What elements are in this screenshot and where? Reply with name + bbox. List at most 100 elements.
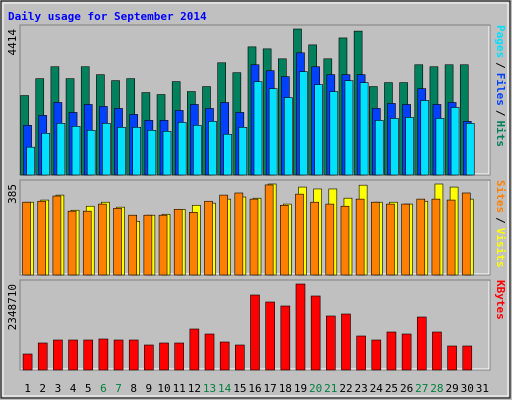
bar [325,203,335,276]
bar [374,120,384,176]
bar [462,345,473,371]
bar [234,192,244,276]
bar [299,71,308,176]
bar [238,127,248,176]
bar [265,301,275,371]
x-tick-label: 12 [188,382,201,395]
bar [356,335,366,371]
bar [359,82,369,176]
x-tick-label: 26 [400,382,413,395]
x-tick-label: 13 [203,382,216,395]
x-tick-label: 5 [85,382,92,395]
y-tick-label: 4414 [6,29,19,56]
bar [68,339,78,371]
legend-entry: Pages [494,25,507,58]
y-tick-label: 385 [6,184,19,204]
bar [310,201,319,276]
y-tick-label: 2348710 [6,284,19,330]
x-tick-label: 31 [476,382,489,395]
title: Daily usage for September 2014 [8,10,207,23]
bar [250,294,260,371]
bar [193,125,202,176]
bar [113,208,122,276]
bar [340,205,350,276]
bar [83,339,94,371]
bar [446,199,456,276]
bar [132,127,142,176]
bar [401,203,410,276]
bar [56,123,66,176]
bar [450,107,460,176]
bar [405,117,414,176]
legend-separator: / [494,62,507,69]
bar [22,201,31,276]
bar [189,212,198,276]
x-tick-label: 3 [55,382,62,395]
x-tick-label: 24 [370,382,384,395]
bar [344,80,354,176]
bar [420,100,430,176]
legend-entry: Hits [494,121,507,148]
bar [284,97,293,176]
bar [314,84,323,176]
bar [264,184,274,276]
x-tick-label: 19 [294,382,307,395]
bar [204,200,213,276]
bar [162,131,172,176]
bar [204,333,215,371]
x-tick-label: 11 [173,382,186,395]
legend-entry: Files [494,73,507,106]
legend-entry: Visits [494,228,507,268]
bar [326,315,336,371]
bar [431,198,441,276]
bar [461,192,471,276]
bar [37,200,47,276]
bar [208,121,217,176]
x-tick-label: 30 [461,382,474,395]
legend: Sites / Visits [494,180,507,268]
bar [52,195,62,276]
x-tick-label: 21 [324,382,337,395]
bar [390,118,399,176]
bar [386,331,397,371]
x-tick-label: 15 [233,382,246,395]
x-tick-label: 16 [248,382,261,395]
bar [41,132,51,176]
bar [310,295,321,371]
bar [82,210,92,276]
bar [371,339,382,371]
x-tick-label: 22 [339,382,352,395]
bar [416,198,426,276]
bar [280,204,289,276]
bar [386,203,395,276]
x-tick-label: 14 [218,382,232,395]
bar [370,201,380,276]
bar [102,123,111,176]
x-tick-label: 28 [430,382,443,395]
x-tick-label: 29 [445,382,458,395]
legend-entry: Sites [494,180,507,213]
bar [174,342,184,371]
bar [401,333,412,371]
legend: Pages / Files / Hits [494,25,507,147]
bar [219,341,230,371]
bar [223,133,232,176]
bar [158,214,168,276]
bar [26,146,35,176]
x-tick-label: 6 [100,382,107,395]
frame-inner [2,2,509,397]
bar [416,316,427,371]
bar [98,338,109,371]
x-tick-label: 27 [415,382,428,395]
x-tick-label: 10 [157,382,170,395]
x-tick-label: 18 [279,382,292,395]
bar [147,130,157,176]
x-tick-label: 25 [385,382,398,395]
bar [53,339,63,371]
x-tick-label: 17 [264,382,277,395]
bar [177,122,187,176]
bar [86,130,96,176]
bar [128,214,138,276]
bar [67,210,77,276]
